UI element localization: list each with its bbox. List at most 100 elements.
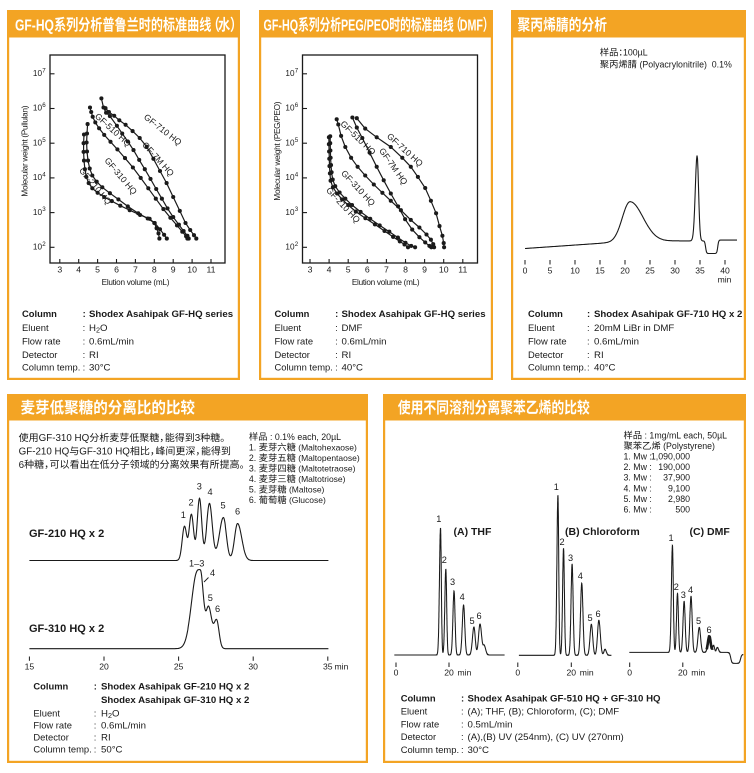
- svg-text:2: 2: [42, 241, 46, 248]
- svg-text:Molecular weight (Pullulan): Molecular weight (Pullulan): [21, 105, 30, 196]
- svg-text::: :: [587, 336, 590, 347]
- svg-text:3: 3: [295, 206, 299, 213]
- svg-text:6: 6: [235, 507, 240, 517]
- svg-text:1.: 1.: [249, 443, 259, 453]
- svg-text:20: 20: [678, 668, 688, 678]
- svg-text:(A),(B) UV (254nm), (C) UV (27: (A),(B) UV (254nm), (C) UV (270nm): [468, 732, 624, 743]
- svg-text:4: 4: [295, 172, 299, 179]
- svg-text:6: 6: [476, 611, 481, 621]
- svg-text:min: min: [580, 668, 594, 678]
- svg-text:min: min: [718, 275, 732, 285]
- svg-text:40: 40: [720, 266, 730, 276]
- svg-text:(Polyacrylonitrile) 0.1%: (Polyacrylonitrile) 0.1%: [637, 60, 732, 70]
- svg-text:: 1mg/mL each, 50µL: : 1mg/mL each, 50µL: [642, 431, 727, 441]
- svg-text:Eluent: Eluent: [33, 707, 60, 718]
- svg-text:20: 20: [567, 668, 577, 678]
- svg-text::: :: [335, 349, 338, 360]
- svg-text:Shodex Asahipak GF-HQ series: Shodex Asahipak GF-HQ series: [89, 309, 233, 320]
- svg-text:0.6mL/min: 0.6mL/min: [342, 337, 387, 348]
- svg-text:5: 5: [548, 266, 553, 276]
- svg-text:3: 3: [681, 590, 686, 600]
- svg-text:7: 7: [295, 67, 299, 74]
- svg-text:GF-310 HQ: GF-310 HQ: [39, 433, 90, 444]
- svg-text:10: 10: [570, 266, 580, 276]
- svg-text:190,000: 190,000: [658, 462, 690, 472]
- svg-text:7: 7: [384, 264, 389, 274]
- svg-text:30: 30: [248, 662, 258, 672]
- svg-text:3.: 3.: [249, 464, 259, 474]
- svg-text:1: 1: [668, 533, 673, 543]
- svg-text:4: 4: [578, 571, 583, 581]
- svg-text:GF-210 HQ: GF-210 HQ: [19, 447, 70, 458]
- svg-text:Flow rate: Flow rate: [528, 336, 567, 347]
- svg-text::: :: [335, 336, 338, 347]
- svg-text:5: 5: [220, 501, 225, 511]
- svg-text::: :: [94, 744, 97, 755]
- svg-text:Eluent: Eluent: [528, 322, 555, 333]
- svg-text:37,900: 37,900: [663, 473, 690, 483]
- svg-text:3: 3: [57, 264, 62, 274]
- svg-text:Flow rate: Flow rate: [275, 336, 314, 347]
- svg-text:20: 20: [444, 668, 454, 678]
- svg-text:Column temp.: Column temp.: [401, 744, 459, 755]
- svg-text:RI: RI: [89, 350, 99, 361]
- svg-text::: :: [94, 732, 97, 743]
- svg-text:(C) DMF: (C) DMF: [690, 526, 731, 538]
- svg-text:Shodex Asahipak GF-310 HQ x 2: Shodex Asahipak GF-310 HQ x 2: [101, 695, 249, 706]
- svg-text:6: 6: [19, 460, 25, 471]
- svg-text:500: 500: [675, 505, 690, 515]
- svg-text:(Maltopentaose): (Maltopentaose): [296, 453, 360, 463]
- svg-text:10: 10: [187, 264, 197, 274]
- svg-text:5: 5: [587, 613, 592, 623]
- svg-text:10: 10: [285, 69, 295, 78]
- svg-text:RI: RI: [101, 733, 111, 744]
- svg-text:8: 8: [152, 264, 157, 274]
- svg-text:Column: Column: [22, 308, 57, 319]
- svg-text:5. Mw :: 5. Mw :: [624, 494, 652, 504]
- svg-text:4: 4: [210, 568, 215, 578]
- svg-text:GF-HQ: GF-HQ: [264, 16, 299, 34]
- svg-text:4: 4: [207, 487, 212, 497]
- svg-text:25: 25: [645, 266, 655, 276]
- svg-text::: :: [335, 322, 338, 333]
- svg-text:Elution volume (mL): Elution volume (mL): [352, 278, 420, 287]
- svg-text:6. Mw :: 6. Mw :: [624, 505, 652, 515]
- svg-text:3: 3: [42, 206, 46, 213]
- svg-text:Molecular weight (PEG/PEO): Molecular weight (PEG/PEO): [273, 101, 282, 200]
- svg-text:10: 10: [33, 243, 43, 252]
- svg-text:4: 4: [42, 172, 46, 179]
- svg-text:2: 2: [188, 498, 193, 508]
- svg-text:Column: Column: [33, 681, 68, 692]
- svg-text:Column: Column: [528, 308, 563, 319]
- svg-text::: :: [461, 719, 464, 730]
- svg-text:Eluent: Eluent: [275, 322, 302, 333]
- svg-text:RI: RI: [342, 350, 352, 361]
- svg-text:Detector: Detector: [33, 732, 68, 743]
- svg-text:15: 15: [595, 266, 605, 276]
- svg-text:5: 5: [469, 616, 474, 626]
- svg-text:30: 30: [670, 266, 680, 276]
- svg-text:GF-310 HQ: GF-310 HQ: [79, 447, 130, 458]
- svg-text:20: 20: [99, 662, 109, 672]
- svg-text:40°C: 40°C: [594, 363, 616, 374]
- svg-text:25: 25: [174, 662, 184, 672]
- svg-text:5: 5: [346, 264, 351, 274]
- svg-text:(A); THF, (B); Chloroform, (C): (A); THF, (B); Chloroform, (C); DMF: [468, 707, 620, 718]
- svg-text:11: 11: [458, 264, 467, 274]
- svg-text:0.6mL/min: 0.6mL/min: [89, 337, 134, 348]
- svg-text::: :: [587, 322, 590, 333]
- svg-text:Elution volume (mL): Elution volume (mL): [102, 278, 170, 287]
- svg-text:2.: 2.: [249, 453, 259, 463]
- svg-text:O: O: [100, 323, 108, 334]
- svg-text:DMF: DMF: [460, 16, 483, 34]
- svg-text:6: 6: [365, 264, 370, 274]
- svg-text:1,090,000: 1,090,000: [651, 452, 690, 462]
- svg-text:10: 10: [285, 104, 295, 113]
- svg-text:Flow rate: Flow rate: [401, 719, 440, 730]
- svg-text:: 0.1% each, 20µL: : 0.1% each, 20µL: [268, 432, 342, 442]
- svg-text:Shodex Asahipak GF-710 HQ x 2: Shodex Asahipak GF-710 HQ x 2: [594, 309, 742, 320]
- svg-text:10: 10: [439, 264, 449, 274]
- svg-text:0.5mL/min: 0.5mL/min: [468, 720, 513, 731]
- svg-text:0: 0: [394, 668, 399, 678]
- svg-text::: :: [335, 308, 338, 319]
